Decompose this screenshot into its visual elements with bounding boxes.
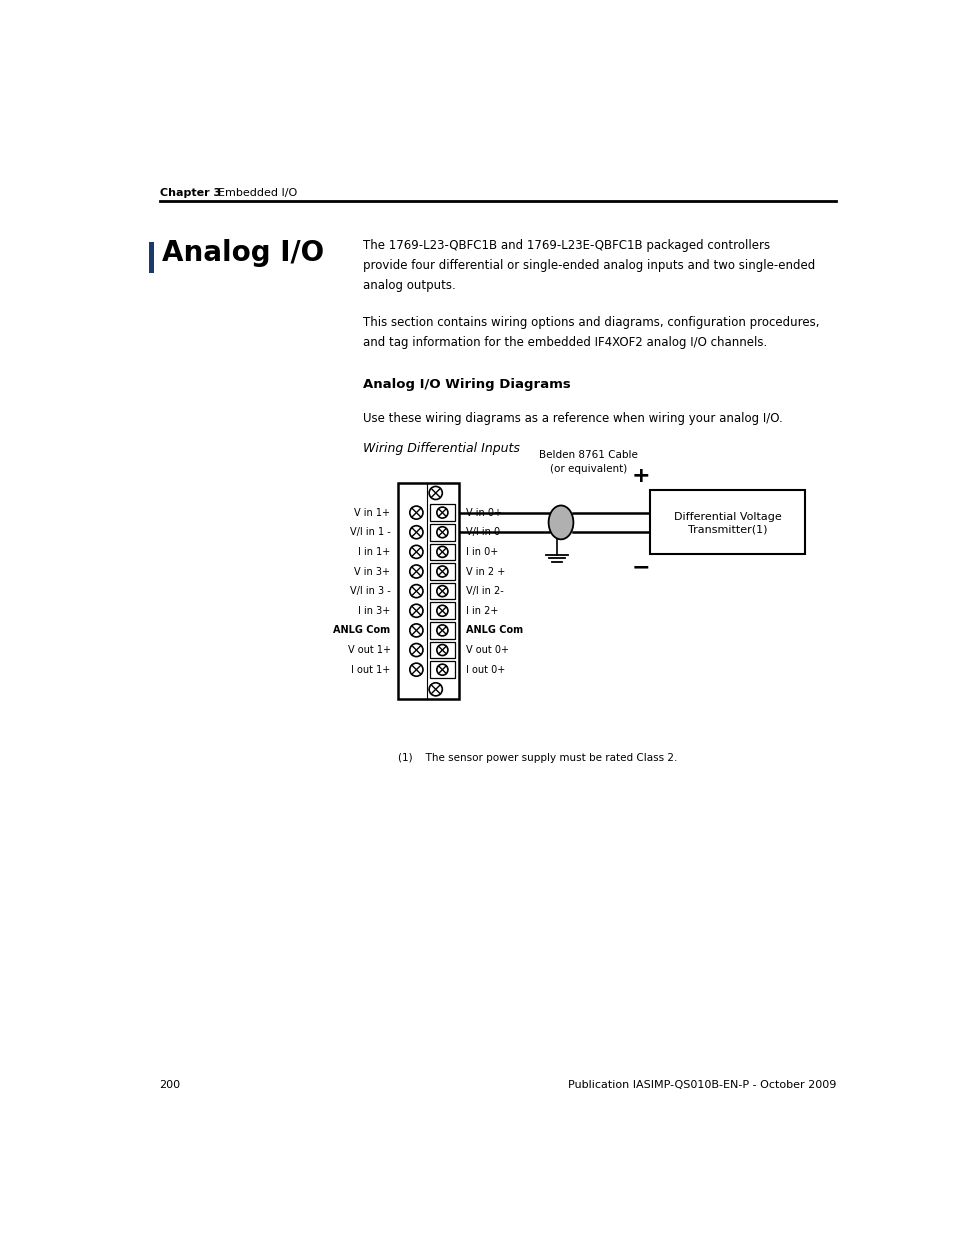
Text: Publication IASIMP-QS010B-EN-P - October 2009: Publication IASIMP-QS010B-EN-P - October… [567,1079,835,1091]
Bar [429,563,455,580]
Text: The 1769-L23-QBFC1B and 1769-L23E-QBFC1B packaged controllers: The 1769-L23-QBFC1B and 1769-L23E-QBFC1B… [363,240,770,252]
Text: Transmitter(1): Transmitter(1) [687,525,766,535]
Text: Differential Voltage: Differential Voltage [673,513,781,522]
Bar [429,661,455,678]
Bar [397,483,458,699]
Text: V out 1+: V out 1+ [347,645,390,655]
Text: Analog I/O: Analog I/O [162,240,324,267]
Text: (or equivalent): (or equivalent) [549,464,626,474]
Bar [429,543,455,561]
Text: Wiring Differential Inputs: Wiring Differential Inputs [363,442,519,456]
Text: (1)    The sensor power supply must be rated Class 2.: (1) The sensor power supply must be rate… [397,752,677,763]
Text: V/I in 0-: V/I in 0- [466,527,503,537]
Text: provide four differential or single-ended analog inputs and two single-ended: provide four differential or single-ende… [363,259,815,272]
Bar [429,622,455,638]
Bar [429,524,455,541]
Bar [429,642,455,658]
Ellipse shape [548,505,573,540]
Text: +: + [631,466,649,485]
Text: I out 0+: I out 0+ [466,664,505,674]
Bar [429,504,455,521]
Text: Use these wiring diagrams as a reference when wiring your analog I/O.: Use these wiring diagrams as a reference… [363,411,782,425]
Text: Belden 8761 Cable: Belden 8761 Cable [538,451,637,461]
Text: V/I in 2-: V/I in 2- [466,587,504,597]
Text: I out 1+: I out 1+ [351,664,390,674]
Text: V/I in 3 -: V/I in 3 - [350,587,390,597]
Text: I in 3+: I in 3+ [358,606,390,616]
Text: ANLG Com: ANLG Com [466,625,523,636]
Text: I in 1+: I in 1+ [358,547,390,557]
Text: Embedded I/O: Embedded I/O [218,188,297,199]
Text: V out 0+: V out 0+ [466,645,509,655]
Text: V in 1+: V in 1+ [355,508,390,517]
Text: V/I in 1 -: V/I in 1 - [350,527,390,537]
Text: I in 0+: I in 0+ [466,547,498,557]
Text: analog outputs.: analog outputs. [363,279,456,293]
Text: Analog I/O Wiring Diagrams: Analog I/O Wiring Diagrams [363,378,571,390]
Text: V in 0+: V in 0+ [466,508,502,517]
Text: Chapter 3: Chapter 3 [159,188,220,199]
Text: −: − [631,558,649,578]
Text: ANLG Com: ANLG Com [333,625,390,636]
Bar [649,489,804,553]
Bar [429,583,455,599]
Text: I in 2+: I in 2+ [466,606,498,616]
Text: V in 2 +: V in 2 + [466,567,505,577]
Text: V in 3+: V in 3+ [355,567,390,577]
Bar [429,603,455,619]
Bar [149,242,153,273]
Text: 200: 200 [159,1079,180,1091]
Text: This section contains wiring options and diagrams, configuration procedures,: This section contains wiring options and… [363,316,819,329]
Text: and tag information for the embedded IF4XOF2 analog I/O channels.: and tag information for the embedded IF4… [363,336,767,350]
